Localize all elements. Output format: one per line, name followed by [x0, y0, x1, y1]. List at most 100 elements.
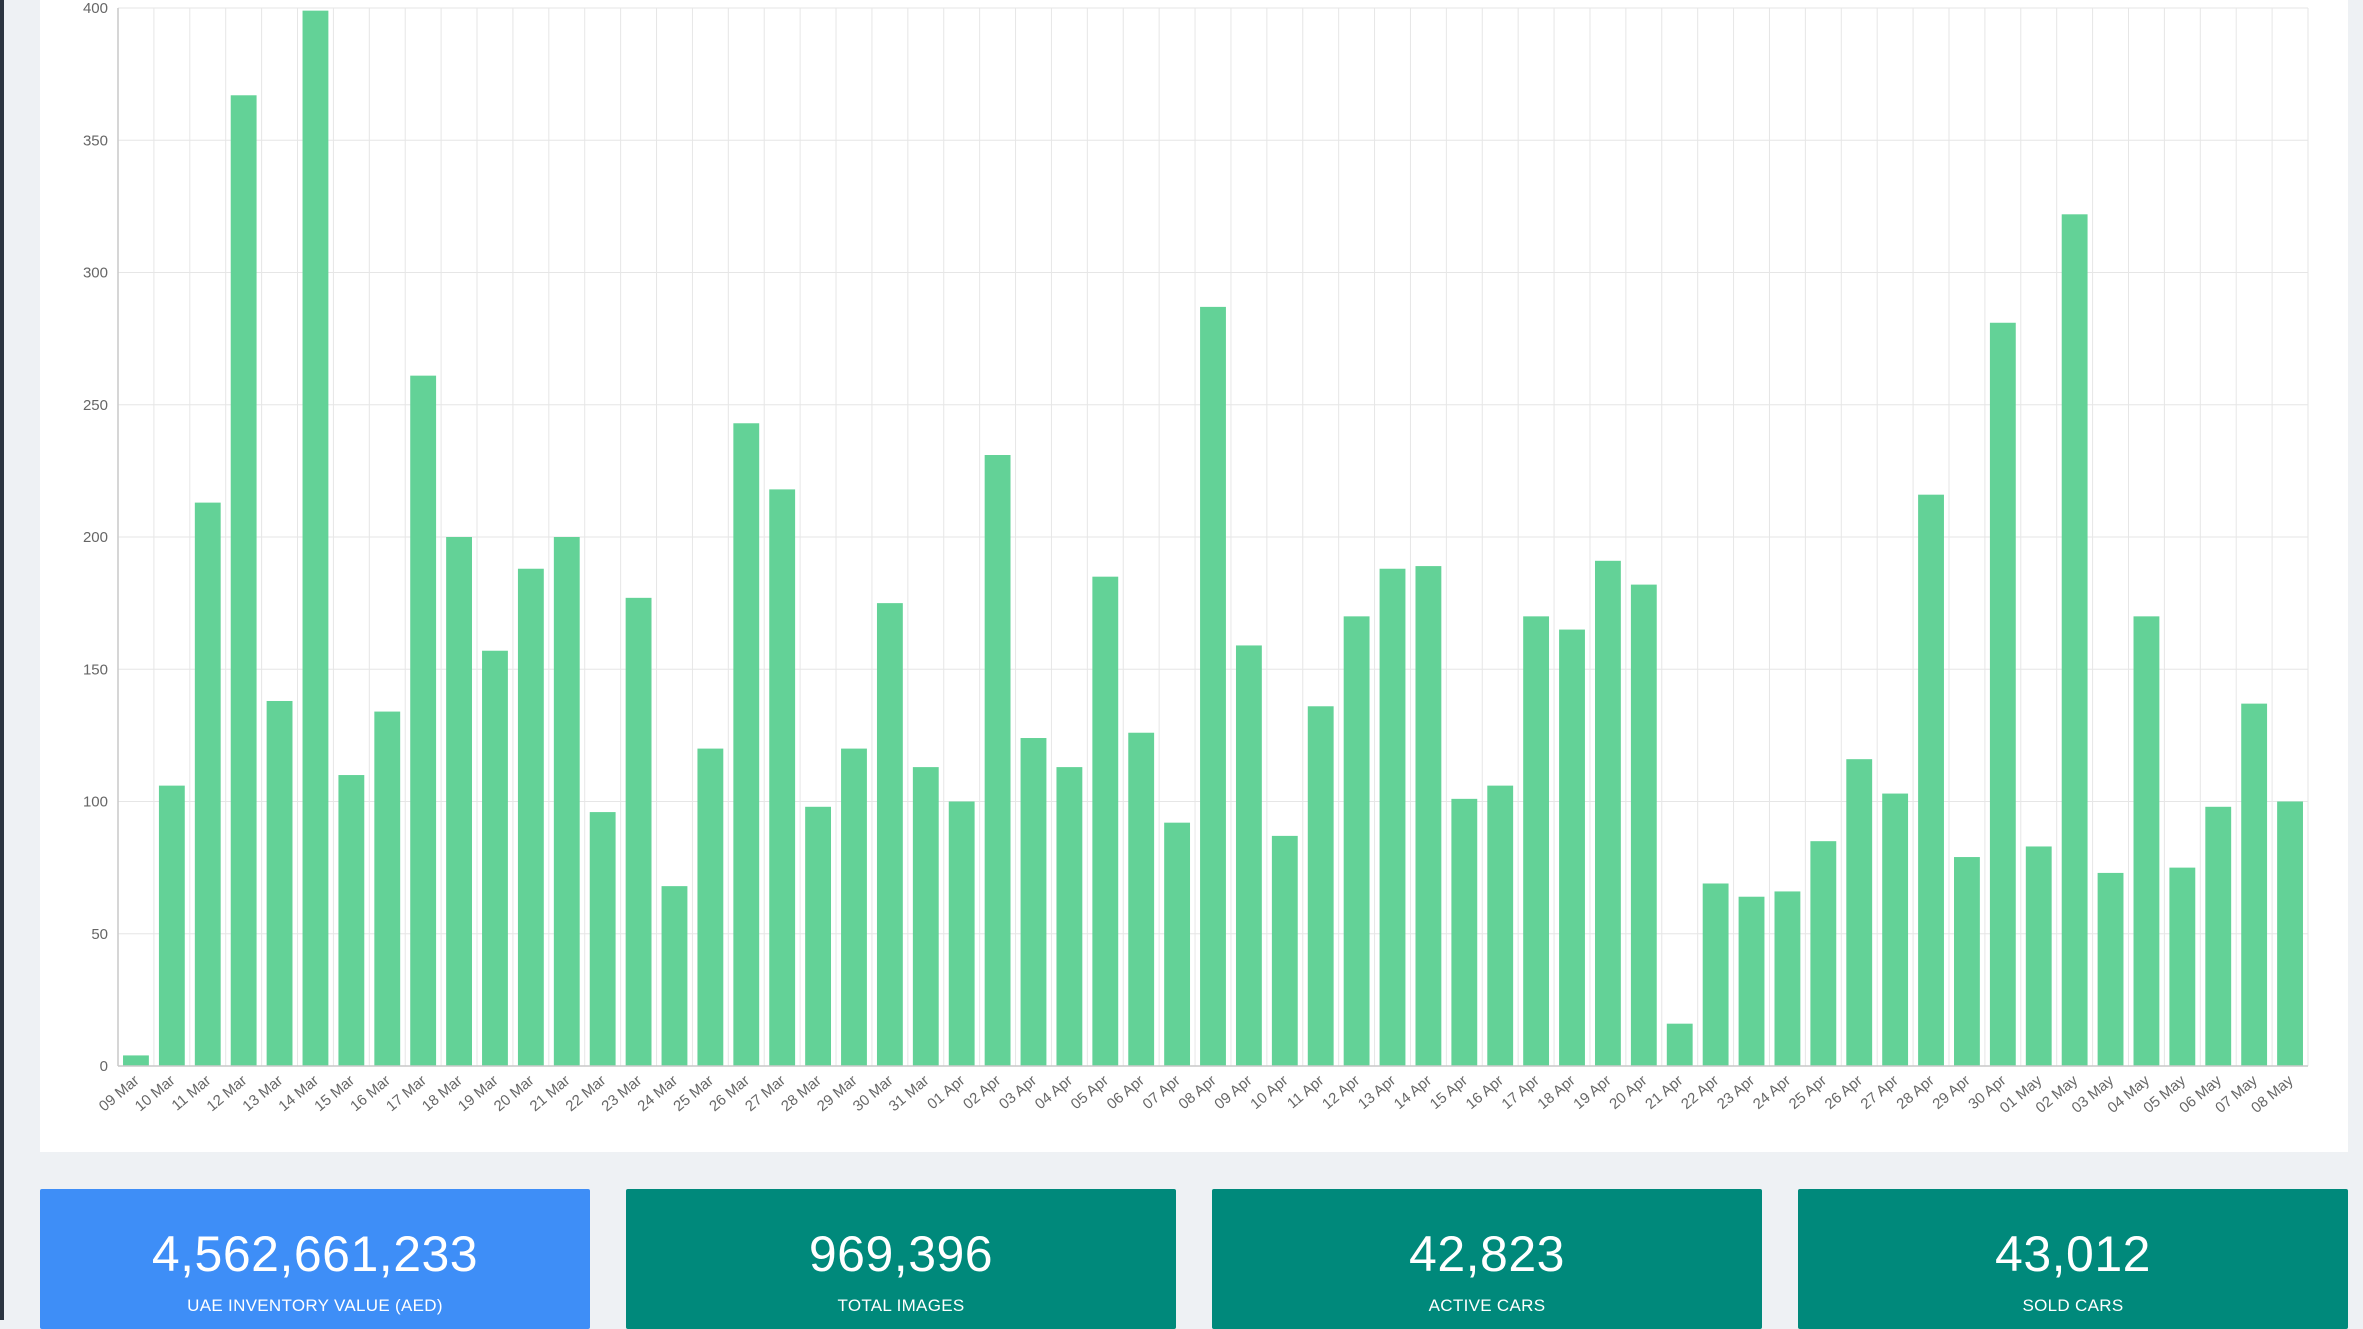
bar — [230, 95, 257, 1066]
bar — [1487, 785, 1514, 1066]
x-tick-label: 05 Apr — [1068, 1072, 1112, 1113]
x-tick-label: 29 Apr — [1929, 1072, 1973, 1113]
bar — [2277, 801, 2303, 1066]
x-tick-label: 23 Apr — [1714, 1072, 1758, 1113]
bar — [2241, 703, 2268, 1066]
stat-value: 42,823 — [1409, 1226, 1565, 1282]
x-tick-label: 28 Mar — [778, 1072, 825, 1115]
x-tick-label: 22 Mar — [563, 1072, 610, 1115]
bar — [948, 801, 975, 1066]
x-tick-label: 10 Mar — [132, 1072, 179, 1115]
bar — [2205, 806, 2232, 1066]
x-tick-label: 10 Apr — [1247, 1072, 1291, 1113]
bar — [374, 711, 401, 1066]
bar — [589, 812, 616, 1066]
x-tick-label: 09 Mar — [96, 1072, 143, 1115]
bar — [2025, 846, 2052, 1066]
y-tick-label: 150 — [83, 661, 108, 678]
x-tick-label: 27 Apr — [1858, 1072, 1902, 1113]
x-tick-label: 20 Mar — [491, 1072, 538, 1115]
x-tick-label: 16 Mar — [347, 1072, 394, 1115]
stat-card-active-cars: 42,823 ACTIVE CARS — [1212, 1189, 1762, 1329]
x-tick-label: 25 Apr — [1786, 1072, 1830, 1113]
bar — [1343, 616, 1370, 1066]
stat-value: 969,396 — [808, 1226, 994, 1282]
bar — [1774, 891, 1801, 1066]
bar — [1415, 566, 1442, 1066]
bar — [2133, 616, 2160, 1066]
stat-value: 43,012 — [1995, 1226, 2151, 1282]
stat-label: SOLD CARS — [2022, 1296, 2124, 1315]
bar — [1523, 616, 1550, 1066]
stat-label: UAE INVENTORY VALUE (AED) — [187, 1296, 443, 1315]
bar — [2061, 214, 2088, 1066]
stat-card-sold-cars: 43,012 SOLD CARS — [1798, 1189, 2348, 1329]
x-tick-label: 03 Apr — [996, 1072, 1040, 1113]
x-tick-label: 24 Apr — [1750, 1072, 1794, 1113]
x-tick-label: 19 Mar — [455, 1072, 502, 1115]
bar — [1235, 645, 1262, 1066]
x-tick-label: 30 Mar — [850, 1072, 897, 1115]
bar — [697, 748, 724, 1066]
bar — [1451, 798, 1478, 1066]
bar — [1738, 896, 1765, 1066]
x-tick-label: 02 Apr — [960, 1072, 1004, 1113]
stat-label: ACTIVE CARS — [1428, 1296, 1546, 1315]
bar — [1559, 629, 1585, 1066]
x-tick-label: 31 Mar — [886, 1072, 933, 1115]
bar — [1092, 576, 1119, 1066]
bar — [446, 537, 472, 1066]
bar — [733, 423, 760, 1066]
x-tick-label: 18 Mar — [419, 1072, 466, 1115]
x-tick-label: 20 Apr — [1606, 1072, 1650, 1113]
stat-card-total-images: 969,396 TOTAL IMAGES — [626, 1189, 1176, 1329]
bar — [410, 375, 437, 1066]
bar — [517, 568, 544, 1066]
x-tick-label: 27 Mar — [742, 1072, 789, 1115]
x-tick-label: 04 Apr — [1032, 1072, 1076, 1113]
bar — [2169, 867, 2196, 1066]
bar — [1702, 883, 1729, 1066]
x-tick-label: 17 Apr — [1499, 1072, 1543, 1113]
bar — [1271, 835, 1298, 1066]
x-tick-label: 29 Mar — [814, 1072, 861, 1115]
x-tick-label: 17 Mar — [383, 1072, 430, 1115]
bar — [482, 650, 508, 1066]
bar — [912, 767, 939, 1066]
x-tick-label: 11 Apr — [1284, 1072, 1327, 1112]
bar — [1379, 568, 1406, 1066]
bar — [1989, 322, 2016, 1066]
grid — [117, 7, 2309, 1067]
y-tick-label: 350 — [83, 132, 108, 149]
x-tick-label: 08 Apr — [1175, 1072, 1219, 1113]
bar — [1810, 841, 1837, 1066]
bar — [1666, 1023, 1693, 1066]
bar — [1918, 494, 1944, 1066]
x-tick-label: 26 Mar — [706, 1072, 753, 1115]
x-tick-label: 21 Mar — [527, 1072, 574, 1115]
x-tick-label: 01 Apr — [924, 1072, 968, 1113]
bar — [625, 597, 652, 1066]
x-tick-label: 12 Apr — [1319, 1072, 1363, 1113]
bar — [1164, 822, 1191, 1066]
x-tick-label: 14 Mar — [275, 1072, 322, 1115]
bar — [266, 700, 293, 1066]
bar — [194, 502, 221, 1066]
y-tick-label: 100 — [83, 794, 108, 811]
y-tick-label: 200 — [83, 529, 108, 546]
x-tick-label: 21 Apr — [1642, 1072, 1686, 1113]
x-tick-label: 09 Apr — [1211, 1072, 1255, 1113]
stat-label: TOTAL IMAGES — [837, 1296, 965, 1315]
bar — [1882, 793, 1909, 1066]
stat-card-inventory-value: 4,562,661,233 UAE INVENTORY VALUE (AED) — [40, 1189, 590, 1329]
y-tick-label: 300 — [83, 265, 108, 282]
bar — [553, 537, 580, 1066]
x-tick-label: 15 Apr — [1427, 1072, 1471, 1113]
chart-panel: 0 50 100 150 200 250 300 350 400 09 Mar 10 Mar 11 … — [40, 0, 2348, 1152]
y-tick-label: 0 — [100, 1058, 108, 1075]
x-tick-label: 14 Apr — [1391, 1072, 1435, 1113]
x-tick-label: 13 Mar — [239, 1072, 286, 1115]
stat-value: 4,562,661,233 — [151, 1226, 479, 1282]
bar — [876, 603, 903, 1066]
